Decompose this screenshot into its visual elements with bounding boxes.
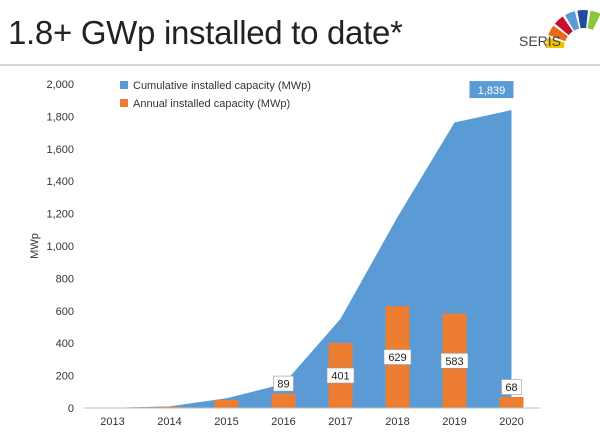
annual-bar <box>499 396 524 408</box>
y-tick-label: 0 <box>68 403 74 415</box>
bar-data-label: 583 <box>445 356 463 368</box>
bar-label-box <box>440 352 469 369</box>
y-tick-label: 1,400 <box>46 176 74 188</box>
y-tick-label: 1,200 <box>46 209 74 221</box>
y-tick-label: 600 <box>56 306 74 318</box>
y-tick-label: 1,800 <box>46 111 74 123</box>
peak-label-box <box>469 81 514 99</box>
peak-data-label: 1,839 <box>478 85 506 97</box>
y-tick-label: 1,000 <box>46 241 74 253</box>
x-tick-label: 2014 <box>157 416 181 428</box>
legend-swatch <box>120 81 128 89</box>
annual-bar <box>214 399 239 408</box>
bar-label-box <box>326 367 355 384</box>
x-tick-label: 2017 <box>328 416 352 428</box>
y-tick-label: 400 <box>56 338 74 350</box>
y-axis-label: MWp <box>29 233 41 259</box>
annual-bar <box>157 406 182 408</box>
x-tick-label: 2018 <box>385 416 409 428</box>
slide-title: 1.8+ GWp installed to date* <box>8 14 403 51</box>
legend-label: Cumulative installed capacity (MWp) <box>133 80 311 92</box>
bar-data-label: 89 <box>277 379 289 391</box>
bar-label-box <box>383 349 412 365</box>
bar-data-label: 629 <box>388 352 406 364</box>
logo-text: SERIS <box>519 33 562 49</box>
y-tick-label: 200 <box>56 371 74 383</box>
bar-label-box <box>273 375 294 392</box>
annual-bar <box>271 393 296 408</box>
x-tick-label: 2019 <box>442 416 466 428</box>
legend-swatch <box>120 99 128 107</box>
title-divider <box>0 64 600 66</box>
legend-label: Annual installed capacity (MWp) <box>133 98 290 110</box>
cumulative-area <box>112 110 512 408</box>
x-tick-label: 2013 <box>100 416 124 428</box>
bar-data-label: 68 <box>505 382 517 394</box>
x-tick-label: 2015 <box>214 416 238 428</box>
x-tick-label: 2020 <box>499 416 523 428</box>
y-tick-label: 800 <box>56 273 74 285</box>
y-tick-label: 1,600 <box>46 144 74 156</box>
y-tick-label: 2,000 <box>46 79 74 91</box>
bar-data-label: 401 <box>331 371 349 383</box>
bar-label-box <box>501 379 522 395</box>
x-tick-label: 2016 <box>271 416 295 428</box>
